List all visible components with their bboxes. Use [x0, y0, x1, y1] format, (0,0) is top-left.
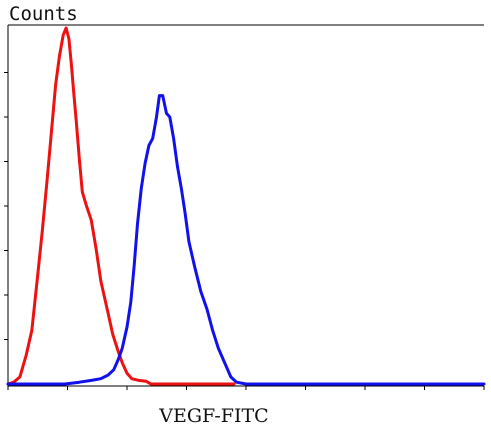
series-line-2 [6, 94, 486, 386]
axes [7, 24, 484, 387]
series-layer [6, 26, 486, 386]
x-axis-label: VEGF-FITC [158, 405, 268, 427]
y-ticks [4, 72, 8, 340]
x-ticks [7, 386, 485, 390]
series-line-1 [6, 26, 236, 386]
y-axis-label: Counts [9, 3, 78, 25]
